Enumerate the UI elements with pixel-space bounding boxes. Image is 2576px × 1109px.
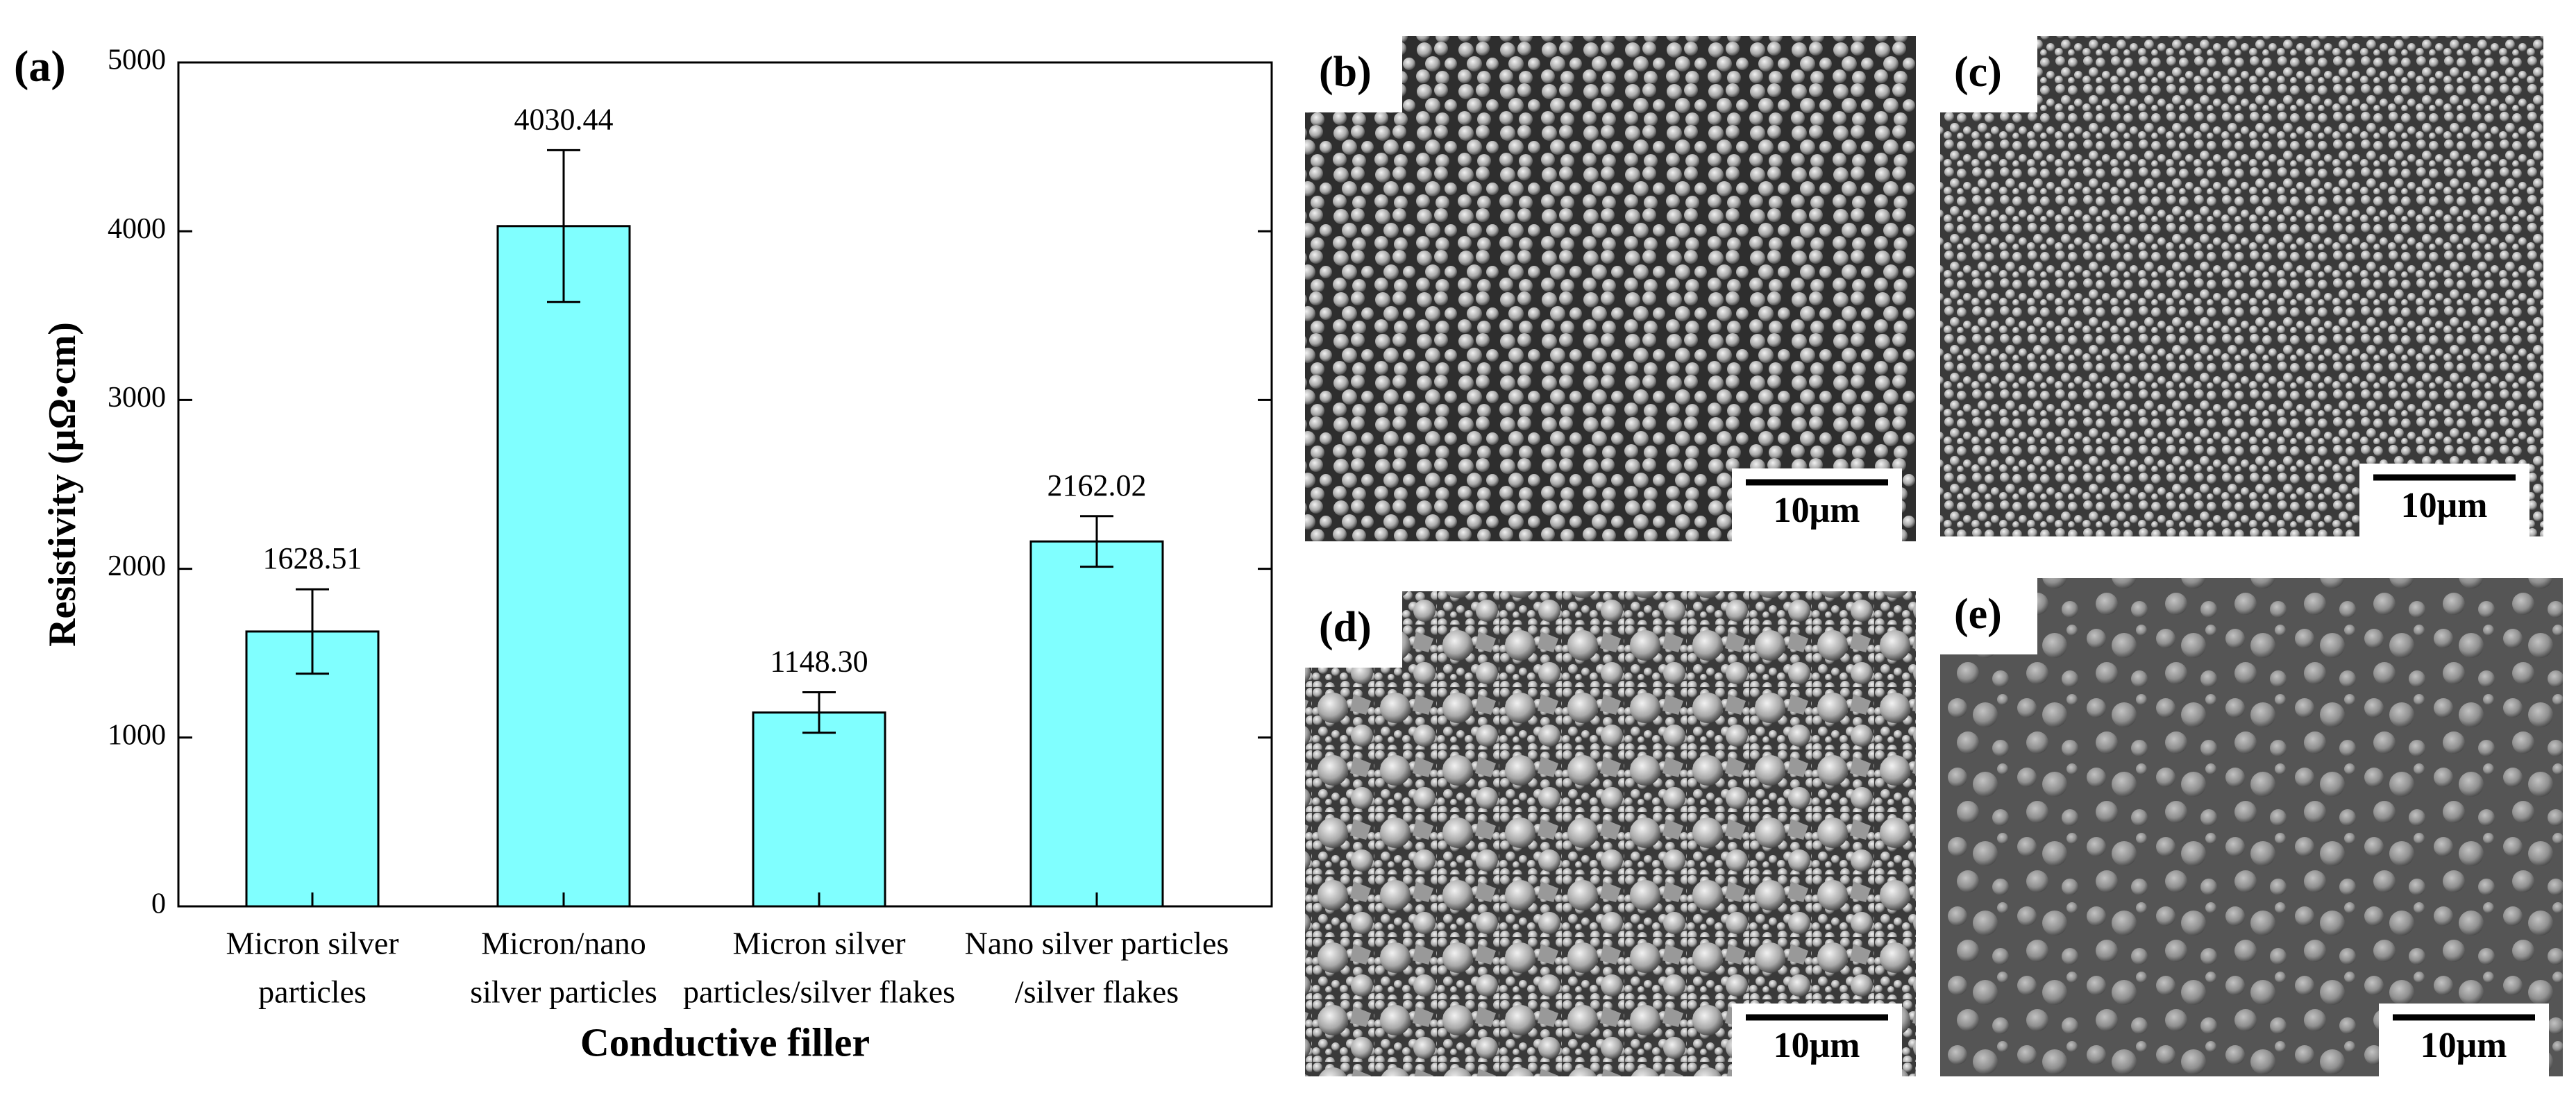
y-tick-label: 2000 <box>108 550 166 582</box>
sem-image <box>1305 591 1916 1076</box>
sem-image <box>1940 36 2543 536</box>
image-label: (b) <box>1319 49 1372 96</box>
x-tick-label: Micron silver <box>732 926 905 961</box>
x-tick-label: /silver flakes <box>1015 974 1179 1010</box>
y-tick-label: 3000 <box>108 382 166 414</box>
scale-label: 10μm <box>1774 1026 1860 1065</box>
y-axis-title: Resistivity (μΩ•cm) <box>41 322 84 647</box>
x-tick-label: particles <box>258 974 367 1010</box>
bar <box>752 711 886 908</box>
scale-label: 10μm <box>1774 491 1860 530</box>
x-axis-title: Conductive filler <box>580 1019 870 1065</box>
image-label: (e) <box>1954 591 2002 638</box>
scale-label: 10μm <box>2401 486 2488 525</box>
scale-label: 10μm <box>2421 1026 2507 1065</box>
bar <box>1029 540 1164 908</box>
y-tick-label: 5000 <box>108 44 166 76</box>
label-box <box>1305 591 1402 668</box>
sem-image <box>1305 36 1916 541</box>
x-tick-label: Micron/nano <box>481 926 646 961</box>
sem-images: (b) 10μm (c) 10μm (d) 10μm (e) 10μm <box>1305 36 2563 1076</box>
label-box <box>1305 36 1402 112</box>
value-label: 2162.02 <box>1047 468 1147 502</box>
sem-image <box>1940 578 2563 1076</box>
panel-label: (a) <box>14 42 66 91</box>
image-label: (d) <box>1319 604 1372 651</box>
label-box <box>1940 578 2037 654</box>
value-label: 1148.30 <box>770 645 868 679</box>
y-tick-label: 0 <box>151 888 166 920</box>
bar <box>245 630 380 908</box>
label-box <box>1940 36 2037 112</box>
x-tick-label: Nano silver particles <box>965 926 1229 961</box>
x-tick-label: particles/silver flakes <box>683 974 955 1010</box>
image-label: (c) <box>1954 49 2002 96</box>
y-tick-label: 1000 <box>108 719 166 751</box>
plot-frame <box>177 61 1273 908</box>
bar-chart: (a) 0 1000 2000 3000 4000 5000 1628.51 Micron si… <box>14 42 1273 1065</box>
x-tick-label: Micron silver <box>226 926 398 961</box>
bar <box>496 225 631 908</box>
x-tick-label: silver particles <box>470 974 657 1010</box>
value-label: 4030.44 <box>514 102 614 136</box>
value-label: 1628.51 <box>263 541 362 575</box>
y-tick-label: 4000 <box>108 213 166 245</box>
